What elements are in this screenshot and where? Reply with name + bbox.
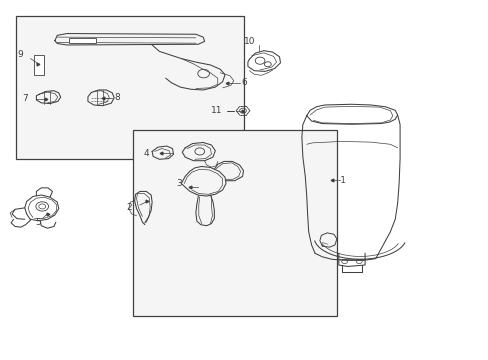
Text: 6: 6 bbox=[241, 78, 247, 87]
Text: 8: 8 bbox=[114, 93, 120, 102]
Text: 4: 4 bbox=[143, 149, 149, 158]
Text: 10: 10 bbox=[243, 37, 255, 46]
Text: 5: 5 bbox=[36, 218, 41, 227]
Text: -1: -1 bbox=[337, 176, 346, 185]
Text: 2: 2 bbox=[126, 203, 131, 212]
Bar bbox=[16, 16, 244, 158]
Bar bbox=[69, 38, 96, 43]
Bar bbox=[34, 55, 43, 75]
Text: 3: 3 bbox=[176, 179, 182, 188]
Text: 9: 9 bbox=[17, 50, 23, 59]
Text: 7: 7 bbox=[22, 94, 28, 103]
Text: 11: 11 bbox=[211, 106, 222, 115]
Bar bbox=[132, 130, 336, 316]
